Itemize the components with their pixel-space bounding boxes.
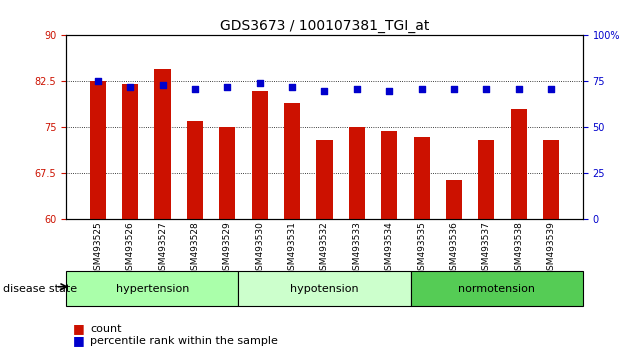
Bar (316, 140, 333, 219)
Bar (381, 131, 398, 219)
Point (449, 86, 459, 92)
Point (125, 84, 135, 90)
Point (546, 86, 556, 92)
Bar (238, 271, 411, 306)
Point (481, 86, 491, 92)
Text: count: count (90, 324, 122, 333)
Bar (284, 103, 300, 219)
Bar (187, 121, 203, 219)
Point (287, 84, 297, 90)
Bar (154, 69, 171, 219)
Point (513, 86, 524, 92)
Bar (251, 91, 268, 219)
Point (352, 86, 362, 92)
Bar (349, 127, 365, 219)
Point (93, 79, 103, 84)
Bar (413, 137, 430, 219)
Text: hypertension: hypertension (115, 284, 189, 293)
Bar (446, 179, 462, 219)
Bar (89, 81, 106, 219)
Text: ■: ■ (72, 322, 84, 335)
Point (190, 86, 200, 92)
Point (158, 82, 168, 88)
Point (255, 80, 265, 86)
Bar (543, 140, 559, 219)
Text: percentile rank within the sample: percentile rank within the sample (90, 336, 278, 346)
Point (416, 86, 427, 92)
Text: ■: ■ (72, 334, 84, 347)
Bar (122, 85, 138, 219)
Title: GDS3673 / 100107381_TGI_at: GDS3673 / 100107381_TGI_at (220, 19, 429, 33)
Point (319, 88, 329, 93)
Point (384, 88, 394, 93)
Text: disease state: disease state (3, 284, 77, 293)
Text: hypotension: hypotension (290, 284, 358, 293)
Bar (66, 271, 238, 306)
Bar (478, 140, 495, 219)
Bar (219, 127, 236, 219)
Text: normotension: normotension (458, 284, 535, 293)
Point (222, 84, 232, 90)
Bar (411, 271, 583, 306)
Bar (511, 109, 527, 219)
